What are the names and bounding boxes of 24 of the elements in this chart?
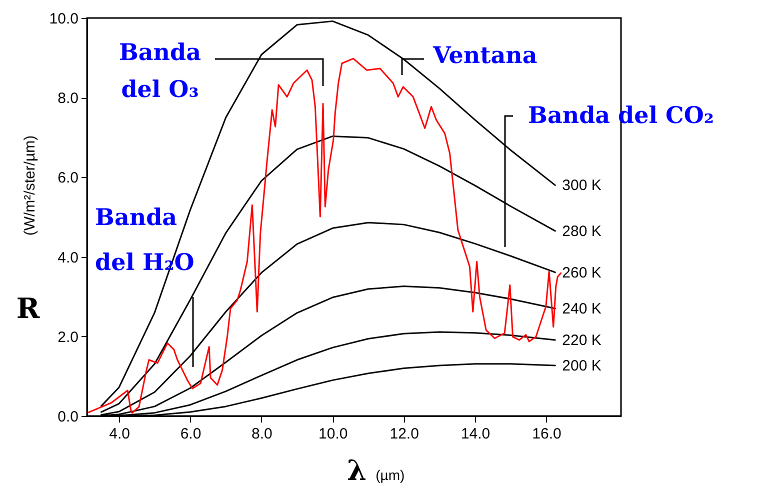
annotation: Ventana [432,42,538,69]
x-tick-label: 12.0 [390,426,419,442]
x-tick-label: 4.0 [109,426,130,442]
series-label: 200 K [562,357,602,374]
y-axis-title: (W/m²/ster/µm) [22,135,38,236]
y-tick-label: 6.0 [58,170,78,187]
series-label: 300 K [562,177,602,194]
series-label: 260 K [562,264,602,282]
y-tick-label: 4.0 [58,249,78,266]
text: R [16,292,40,325]
x-axis-title: λ (µm) [347,454,405,487]
x-tick-label: 6.0 [180,426,202,442]
x-tick-label: 16.0 [532,426,562,442]
annotation: Banda del O₃ [118,39,202,103]
y-tick-label: 2.0 [58,328,78,346]
x-tick-label: 8.0 [252,426,272,442]
y-tick-label: 8.0 [58,90,78,108]
x-tick-label: 14.0 [460,426,490,442]
x-tick-label: 10.0 [318,426,348,442]
series-label: 220 K [562,332,602,349]
series-label: 280 K [562,222,602,240]
y-tick-label: 0.0 [58,408,78,426]
series-label: 240 K [562,300,602,318]
y-tick-label: 10.0 [49,10,78,28]
